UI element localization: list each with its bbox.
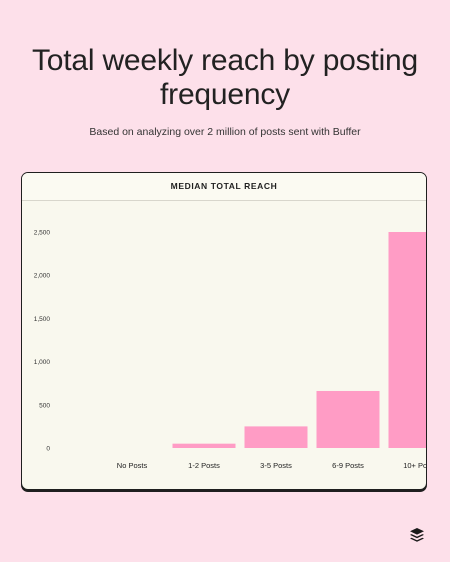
x-tick-label: 3-5 Posts [260,461,292,470]
y-tick-label: 1,500 [34,316,51,323]
page-title: Total weekly reach by posting frequency [31,44,419,111]
bar [172,443,236,448]
x-tick-label: 6-9 Posts [332,461,364,470]
y-tick-label: 0 [46,446,50,453]
x-tick-label: 1-2 Posts [188,461,220,470]
bar [316,390,380,448]
y-tick-label: 500 [39,402,50,409]
page-subtitle: Based on analyzing over 2 million of pos… [89,126,361,138]
x-tick-label: No Posts [117,461,148,470]
y-tick-label: 1,000 [34,359,51,366]
bar [388,232,426,448]
x-tick-label: 10+ Posts [403,461,427,470]
y-tick-label: 2,500 [34,230,51,237]
bar-chart: 0 500 1,000 1,500 2,000 2,500 No Posts 1-2 Post… [34,230,427,470]
bar [244,426,308,448]
buffer-logo-icon [409,527,425,548]
chart-card: MEDIAN TOTAL REACH 0 500 1,000 1,500 2,000 2,… [21,172,427,490]
y-tick-label: 2,000 [34,273,51,280]
chart-title: MEDIAN TOTAL REACH [22,173,426,201]
